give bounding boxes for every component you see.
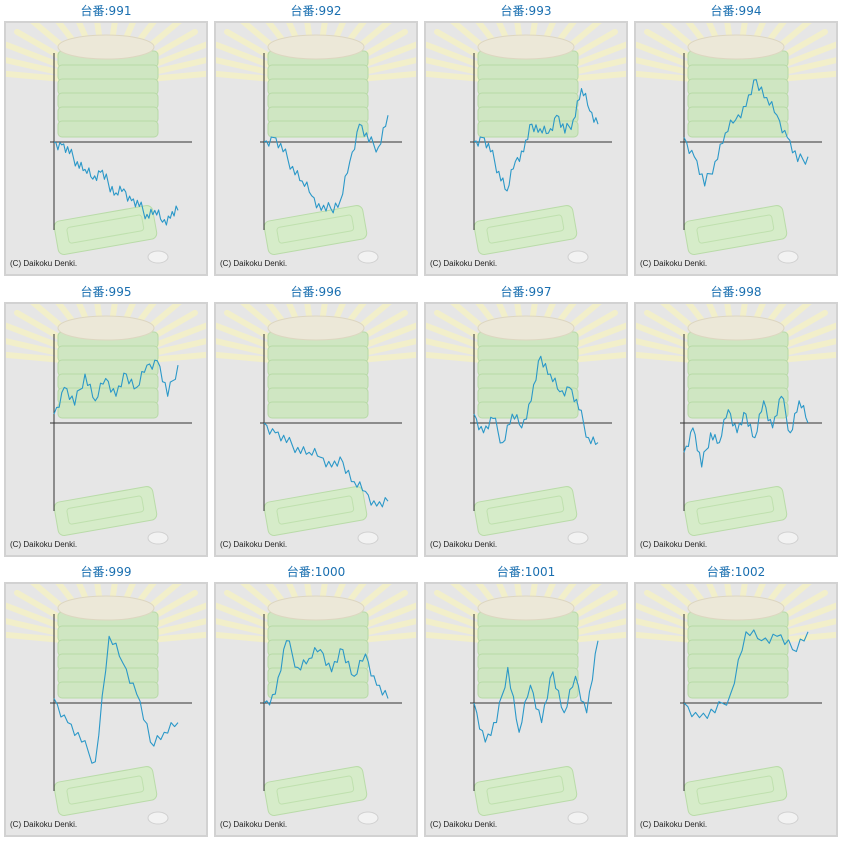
background-illustration: [426, 304, 626, 545]
machine-panel: 台番:1001 (C) Daikoku Denki.: [424, 561, 628, 841]
background-illustration: [216, 584, 416, 825]
series-line: [683, 395, 809, 468]
machine-number-link[interactable]: 台番:994: [710, 4, 762, 18]
line-chart: [50, 614, 192, 791]
series-line: [53, 359, 179, 415]
line-chart: [260, 614, 402, 791]
copyright-text: (C) Daikoku Denki.: [220, 540, 288, 549]
machine-number-link[interactable]: 台番:997: [500, 285, 552, 299]
machine-number-link[interactable]: 台番:1000: [286, 565, 346, 579]
graph-frame: (C) Daikoku Denki.: [214, 582, 418, 837]
machine-panel: 台番:999 (C) Daikoku Denki.: [4, 561, 208, 841]
machine-panel: 台番:997 (C) Daikoku Denki.: [424, 281, 628, 561]
graph-frame: (C) Daikoku Denki.: [424, 302, 628, 557]
graph-frame: (C) Daikoku Denki.: [634, 582, 838, 837]
copyright-text: (C) Daikoku Denki.: [430, 820, 498, 829]
machine-number-link[interactable]: 台番:993: [500, 4, 552, 18]
machine-panel: 台番:993 (C) Daikoku Denki.: [424, 0, 628, 280]
line-chart: [260, 53, 402, 230]
series-line: [473, 355, 599, 446]
machine-number-link[interactable]: 台番:998: [710, 285, 762, 299]
line-chart: [50, 53, 192, 230]
line-chart: [680, 334, 822, 511]
line-chart: [470, 334, 612, 511]
machine-number-link[interactable]: 台番:1002: [706, 565, 766, 579]
machine-panel: 台番:998 (C) Daikoku Denki.: [634, 281, 838, 561]
graph-frame: (C) Daikoku Denki.: [4, 302, 208, 557]
graph-frame: (C) Daikoku Denki.: [214, 21, 418, 276]
graph-frame: (C) Daikoku Denki.: [4, 21, 208, 276]
machine-number-link[interactable]: 台番:996: [290, 285, 342, 299]
background-illustration: [6, 584, 206, 825]
machine-panel: 台番:1000 (C) Daikoku Denki.: [214, 561, 418, 841]
graph-frame: (C) Daikoku Denki.: [424, 21, 628, 276]
background-illustration: [426, 23, 626, 264]
line-chart: [260, 334, 402, 511]
copyright-text: (C) Daikoku Denki.: [220, 259, 288, 268]
machine-number-link[interactable]: 台番:999: [80, 565, 132, 579]
copyright-text: (C) Daikoku Denki.: [430, 259, 498, 268]
machine-number-link[interactable]: 台番:1001: [496, 565, 556, 579]
machine-panel: 台番:991 (C) Daikoku Denki.: [4, 0, 208, 280]
background-illustration: [636, 23, 836, 264]
series-line: [683, 629, 809, 719]
copyright-text: (C) Daikoku Denki.: [640, 540, 708, 549]
copyright-text: (C) Daikoku Denki.: [10, 540, 78, 549]
background-illustration: [636, 304, 836, 545]
machine-panel: 台番:996 (C) Daikoku Denki.: [214, 281, 418, 561]
line-chart: [680, 614, 822, 791]
copyright-text: (C) Daikoku Denki.: [640, 259, 708, 268]
series-line: [263, 115, 389, 214]
machine-panel: 台番:994 (C) Daikoku Denki.: [634, 0, 838, 280]
copyright-text: (C) Daikoku Denki.: [640, 820, 708, 829]
machine-panel: 台番:1002 (C) Daikoku Denki.: [634, 561, 838, 841]
machine-number-link[interactable]: 台番:991: [80, 4, 132, 18]
copyright-text: (C) Daikoku Denki.: [10, 820, 78, 829]
machine-number-link[interactable]: 台番:995: [80, 285, 132, 299]
background-illustration: [636, 584, 836, 825]
graph-frame: (C) Daikoku Denki.: [4, 582, 208, 837]
graph-frame: (C) Daikoku Denki.: [214, 302, 418, 557]
graph-frame: (C) Daikoku Denki.: [424, 582, 628, 837]
machine-panel: 台番:995 (C) Daikoku Denki.: [4, 281, 208, 561]
line-chart: [680, 53, 822, 230]
background-illustration: [216, 304, 416, 545]
machine-panel: 台番:992 (C) Daikoku Denki.: [214, 0, 418, 280]
copyright-text: (C) Daikoku Denki.: [220, 820, 288, 829]
series-line: [263, 422, 389, 508]
graph-frame: (C) Daikoku Denki.: [634, 302, 838, 557]
copyright-text: (C) Daikoku Denki.: [430, 540, 498, 549]
background-illustration: [426, 584, 626, 825]
series-line: [53, 635, 179, 764]
line-chart: [50, 334, 192, 511]
series-line: [473, 88, 599, 192]
background-illustration: [216, 23, 416, 264]
line-chart: [470, 614, 612, 791]
graph-frame: (C) Daikoku Denki.: [634, 21, 838, 276]
series-line: [263, 640, 389, 706]
background-illustration: [6, 23, 206, 264]
machine-number-link[interactable]: 台番:992: [290, 4, 342, 18]
line-chart: [470, 53, 612, 230]
copyright-text: (C) Daikoku Denki.: [10, 259, 78, 268]
series-line: [683, 79, 809, 187]
series-line: [53, 141, 179, 226]
series-line: [473, 640, 599, 743]
